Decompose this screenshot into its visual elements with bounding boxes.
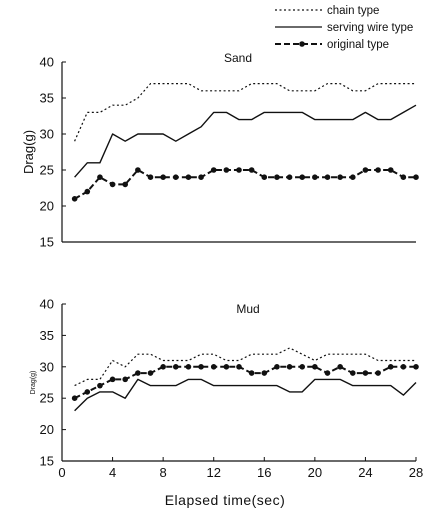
data-point-original-type [185,174,192,180]
data-point-original-type [413,174,419,180]
data-point-original-type [236,364,242,370]
x-tick-label: 4 [109,465,116,480]
y-tick-label: 35 [40,91,54,106]
y-tick-label: 35 [40,328,54,343]
data-point-original-type [274,174,280,180]
y-tick-label: 15 [40,235,54,250]
series-line-serving-wire-type [74,104,417,178]
data-point-original-type [261,370,268,376]
data-point-original-type [248,167,255,173]
data-point-original-type [84,389,91,395]
x-tick-label: 24 [358,465,372,480]
data-point-original-type [248,370,255,376]
data-point-original-type [337,174,343,180]
mud-panel: 15 20 25 30 35 40 0 4 8 12 16 20 24 28 Mud Drag(g) Elaps… [30,297,423,509]
data-point-original-type [160,364,166,370]
data-point-original-type [223,167,230,173]
data-point-original-type [375,167,381,173]
y-tick-label: 30 [40,127,54,142]
data-point-original-type [349,174,356,180]
data-point-original-type [387,167,394,173]
data-point-original-type [274,364,280,370]
data-point-original-type [172,174,179,180]
data-point-original-type [324,174,331,180]
data-point-original-type [299,364,306,370]
legend-label: serving wire type [327,22,413,34]
series-line-original-type [74,365,416,400]
series-line-chain-type [74,82,416,142]
data-point-original-type [147,174,154,180]
series-line-serving-wire-type [74,378,417,412]
x-axis-label: Elapsed time(sec) [165,492,286,508]
data-point-original-type [400,174,407,180]
x-tick-label: 16 [257,465,271,480]
y-axis-label: Drag(g) [21,130,36,174]
data-point-original-type [71,395,78,402]
x-tick-label: 28 [409,465,423,480]
data-point-original-type [97,174,103,180]
y-tick-label: 25 [40,163,54,178]
data-point-original-type [337,364,343,370]
data-point-original-type [286,174,293,180]
legend: chain type serving wire type original type [275,5,413,51]
y-axis-label: Drag(g) [30,371,37,395]
data-point-original-type [286,364,293,370]
data-point-original-type [413,364,419,370]
data-point-original-type [198,174,204,180]
data-point-original-type [210,167,217,173]
data-point-original-type [97,382,103,389]
panel-title: Mud [236,302,259,316]
data-point-original-type [349,370,356,376]
data-point-original-type [122,376,129,383]
series-line-original-type [74,169,416,200]
data-point-original-type [375,370,381,376]
data-point-original-type [261,174,268,180]
data-point-original-type [135,167,141,173]
x-tick-label: 0 [58,465,65,480]
data-point-original-type [122,181,129,188]
legend-label: chain type [327,5,379,17]
data-point-original-type [236,167,242,173]
legend-label: original type [327,39,389,51]
y-tick-label: 25 [40,391,54,406]
data-point-original-type [387,364,394,370]
y-tick-label: 40 [40,55,54,70]
x-tick-label: 8 [160,465,167,480]
data-point-original-type [160,174,166,180]
y-tick-label: 20 [40,199,54,214]
data-point-original-type [362,370,369,376]
y-tick-label: 20 [40,422,54,437]
data-point-original-type [147,370,154,376]
data-point-original-type [84,188,91,195]
x-tick-label: 12 [206,465,220,480]
data-point-original-type [312,364,318,370]
data-point-original-type [198,364,204,370]
data-point-original-type [210,364,217,370]
y-tick-label: 40 [40,297,54,312]
x-tick-label: 20 [308,465,322,480]
data-point-original-type [135,370,141,376]
data-point-original-type [172,364,179,370]
data-point-original-type [109,376,116,383]
panel-title: Sand [224,51,252,65]
data-point-original-type [299,174,306,180]
data-point-original-type [185,364,192,370]
data-point-original-type [312,174,318,180]
legend-marker [299,41,305,47]
data-point-original-type [71,196,78,202]
sand-panel: 15 20 25 30 35 40 Sand Drag(g) [21,51,419,250]
data-point-original-type [223,364,230,370]
data-point-original-type [109,181,116,188]
data-point-original-type [324,370,331,376]
series-line-chain-type [74,347,416,387]
data-point-original-type [362,167,369,173]
y-tick-label: 15 [40,454,54,469]
y-tick-label: 30 [40,359,54,374]
data-point-original-type [400,364,407,370]
